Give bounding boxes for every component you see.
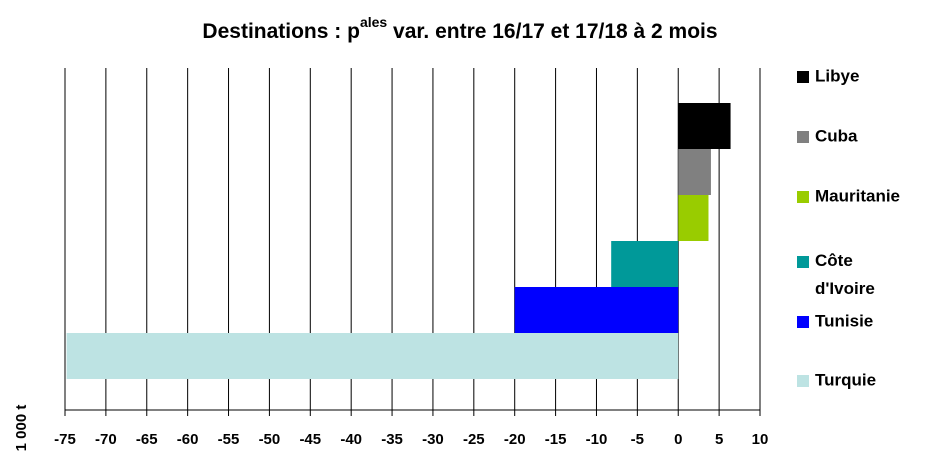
title-part: Destinations : p — [202, 20, 360, 43]
bar — [678, 103, 731, 149]
legend-label: Turquie — [815, 370, 876, 389]
x-tick-label: -25 — [463, 431, 485, 448]
bar — [678, 149, 711, 195]
x-tick-label: -55 — [218, 431, 240, 448]
x-tick-label: 5 — [715, 431, 723, 448]
legend-label: Côte d'Ivoire — [815, 251, 875, 298]
x-tick-label: -50 — [259, 431, 281, 448]
legend-label: Cuba — [815, 126, 858, 145]
bar — [678, 195, 709, 241]
legend-label: Tunisie — [815, 311, 873, 330]
x-tick-label: -65 — [136, 431, 158, 448]
legend-swatch — [797, 131, 809, 143]
x-tick-label: -75 — [54, 431, 76, 448]
legend-swatch — [797, 256, 809, 268]
x-tick-label: -30 — [422, 431, 444, 448]
x-tick-label: -35 — [381, 431, 403, 448]
x-tick-label: 0 — [674, 431, 682, 448]
title-superscript: ales — [360, 14, 387, 30]
legend-label: Mauritanie — [815, 186, 900, 205]
x-tick-label: -70 — [95, 431, 117, 448]
legend-label: Libye — [815, 66, 859, 85]
x-tick-label: -20 — [504, 431, 526, 448]
bar — [514, 287, 679, 333]
x-tick-label: -60 — [177, 431, 199, 448]
bar — [66, 333, 679, 379]
x-tick-label: -10 — [586, 431, 608, 448]
x-tick-label: -40 — [340, 431, 362, 448]
x-tick-label: 10 — [752, 431, 769, 448]
x-tick-label: -15 — [545, 431, 567, 448]
x-tick-label: -45 — [299, 431, 321, 448]
legend-swatch — [797, 191, 809, 203]
bar — [611, 241, 679, 287]
legend-swatch — [797, 375, 809, 387]
legend-swatch — [797, 71, 809, 83]
legend-swatch — [797, 316, 809, 328]
title-part: var. entre 16/17 et 17/18 à 2 mois — [387, 20, 717, 43]
axis-label: 1 000 t — [13, 405, 30, 452]
chart-title: Destinations : pales var. entre 16/17 et… — [202, 14, 717, 43]
x-tick-label: -5 — [631, 431, 644, 448]
